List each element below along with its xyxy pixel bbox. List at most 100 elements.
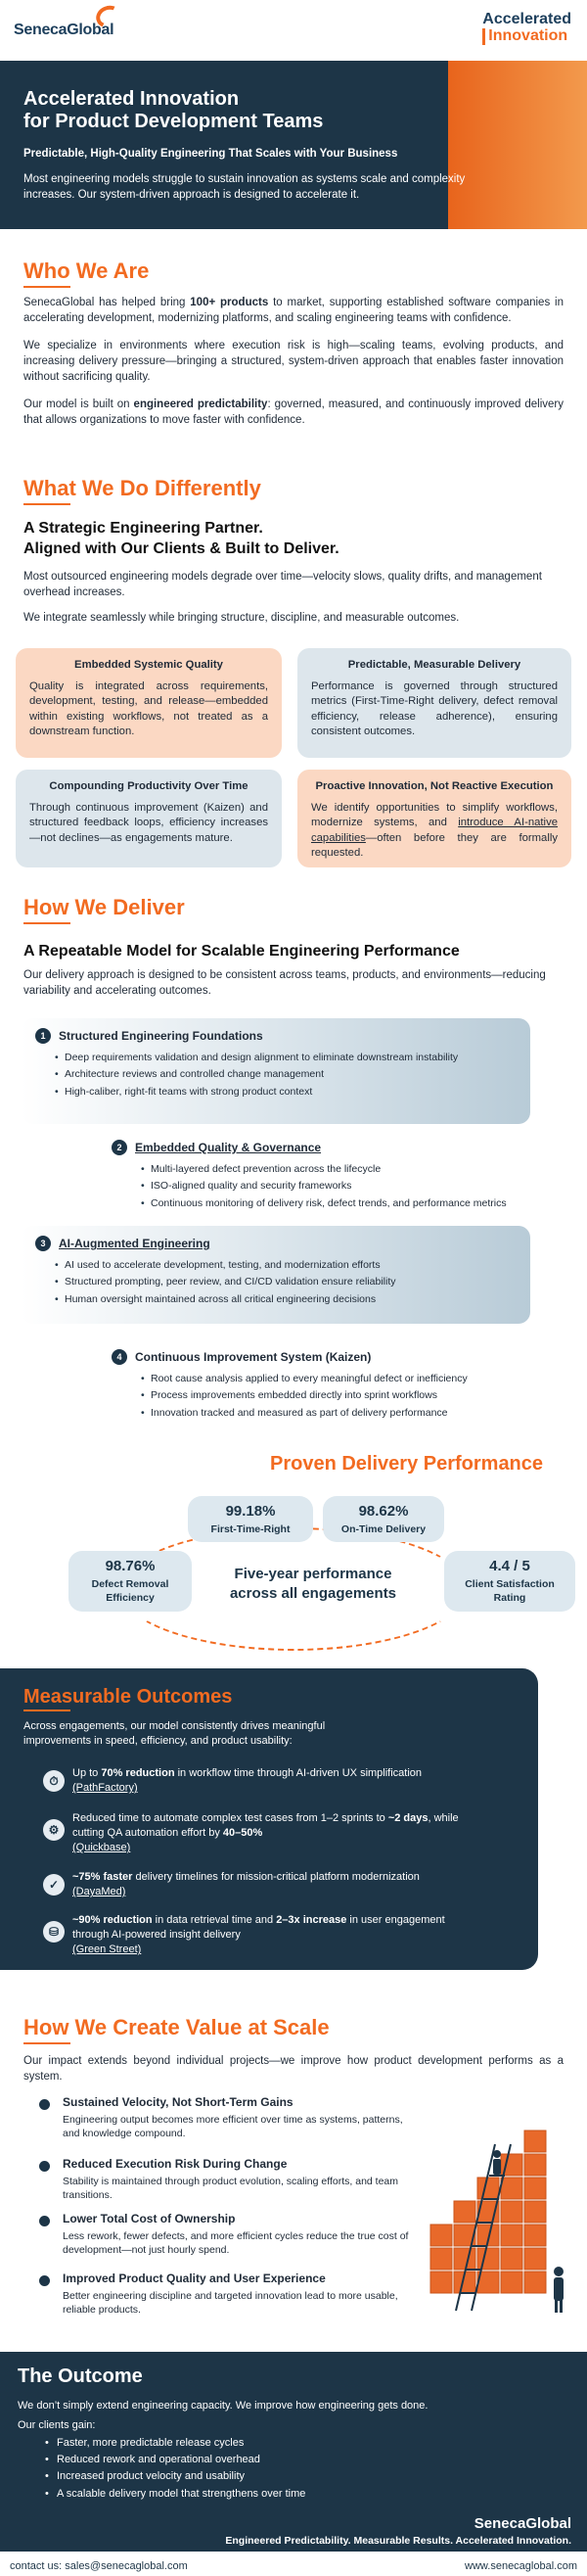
deliver-heading: A Repeatable Model for Scalable Engineer…	[23, 943, 460, 960]
card-title: Proactive Innovation, Not Reactive Execu…	[315, 780, 554, 792]
list-item: Root cause analysis applied to every mea…	[141, 1372, 571, 1386]
step-title[interactable]: Embedded Quality & Governance	[135, 1141, 322, 1154]
step-3: 3 AI-Augmented Engineering AI used to acc…	[22, 1226, 530, 1324]
timeline-icon: ✓	[43, 1874, 65, 1896]
step-list: Deep requirements validation and design …	[55, 1051, 517, 1100]
list-item-text: Faster, more predictable release cycles	[57, 2437, 245, 2449]
center-line1: Five-year performance	[234, 1566, 392, 1582]
hero-title-line1: Accelerated Innovation	[23, 88, 240, 110]
step-list: Multi-layered defect prevention across t…	[141, 1162, 571, 1211]
outcome-text: Reduced time to automate complex test ca…	[72, 1812, 388, 1824]
hero-title: Accelerated Innovation for Product Devel…	[23, 88, 564, 133]
step-1: 1 Structured Engineering Foundations Deep…	[22, 1018, 530, 1124]
who-paragraph-2: We specialize in environments where exec…	[23, 340, 564, 383]
list-item: • Faster, more predictable release cycles	[45, 2437, 245, 2449]
center-line2: across all engagements	[229, 1584, 397, 1602]
outcomes-title: Measurable Outcomes	[23, 1686, 233, 1708]
step-title[interactable]: AI-Augmented Engineering	[59, 1237, 210, 1250]
metric-defect-removal: 98.76% Defect Removal Efficiency	[68, 1551, 192, 1612]
client-link[interactable]: (Quickbase)	[72, 1842, 131, 1854]
client-link[interactable]: (Green Street)	[72, 1944, 142, 1956]
outcome-bold: 40–50%	[222, 1827, 263, 1840]
section-rule	[23, 2042, 70, 2044]
intro-line1: Across engagements, our model consistent…	[23, 1720, 326, 1732]
value-item-title: Improved Product Quality and User Experi…	[63, 2272, 326, 2285]
building-blocks-illustration	[429, 2130, 564, 2313]
hero-banner: Accelerated Innovation for Product Devel…	[0, 61, 587, 229]
who-p3-text: Our model is built on	[23, 398, 134, 410]
step-number: 2	[112, 1140, 127, 1156]
list-item-text: Reduced rework and operational overhead	[57, 2454, 260, 2466]
bullet-dot	[39, 2161, 50, 2172]
different-p2: We integrate seamlessly while bringing s…	[23, 611, 460, 624]
step-list: Root cause analysis applied to every mea…	[141, 1372, 571, 1421]
metric-first-time-right: 99.18% First-Time-Right	[188, 1496, 313, 1543]
list-item: Multi-layered defect prevention across t…	[141, 1162, 571, 1177]
list-item: Continuous monitoring of delivery risk, …	[141, 1196, 571, 1211]
section-rule	[23, 286, 70, 288]
data-icon: ⛁	[43, 1921, 65, 1943]
who-p1-rest: to market, supporting established softwa…	[23, 297, 564, 325]
value-item-text: Stability is maintained through product …	[63, 2175, 399, 2202]
the-outcome-panel: The Outcome We don’t simply extend engin…	[0, 2352, 587, 2552]
who-p1-bold: 100+ products	[190, 297, 269, 309]
list-item: Process improvements embedded directly i…	[141, 1388, 571, 1403]
outcome-item-4: ~90% reduction in data retrieval time an…	[72, 1913, 532, 1958]
performance-title: Proven Delivery Performance	[270, 1453, 544, 1475]
metric-value: 99.18%	[225, 1503, 276, 1520]
different-heading: A Strategic Engineering Partner. Aligned…	[23, 519, 564, 560]
contact-email-link[interactable]: contact us: sales@senecaglobal.com	[10, 2560, 188, 2572]
different-section: What We Do Differently A Strategic Engin…	[0, 474, 587, 627]
card-predictable-delivery: Predictable, Measurable Delivery Perform…	[297, 648, 571, 758]
value-item-4: Improved Product Quality and User Experi…	[63, 2271, 420, 2318]
outcome-bold: 70% reduction	[101, 1767, 175, 1779]
list-item: • Increased product velocity and usabilit…	[45, 2470, 245, 2483]
metric-client-satisfaction: 4.4 / 5 Client Satisfaction Rating	[444, 1551, 575, 1612]
outcome-bold: ~90% reduction	[72, 1914, 153, 1926]
hero-title-line2: for Product Development Teams	[23, 111, 324, 132]
value-item-title: Reduced Execution Risk During Change	[63, 2157, 288, 2171]
value-item-title: Lower Total Cost of Ownership	[63, 2212, 236, 2225]
card-text-post: —often before they are formally requeste…	[311, 831, 558, 860]
list-item: Architecture reviews and controlled chan…	[55, 1067, 517, 1082]
metric-label: Efficiency	[106, 1592, 155, 1605]
value-title: How We Create Value at Scale	[23, 2015, 330, 2039]
list-item: High-caliber, right-fit teams with stron…	[55, 1085, 517, 1100]
hero-subtitle: Predictable, High-Quality Engineering Th…	[23, 148, 398, 160]
value-item-1: Sustained Velocity, Not Short-Term Gains…	[63, 2094, 420, 2141]
metric-label: On-Time Delivery	[340, 1522, 427, 1535]
card-title: Compounding Productivity Over Time	[49, 780, 248, 792]
value-item-2: Reduced Execution Risk During Change Sta…	[63, 2156, 420, 2203]
who-paragraph-1: SenecaGlobal has helped bring 100+ produ…	[23, 296, 564, 327]
the-outcome-list: • Faster, more predictable release cycles…	[45, 2436, 306, 2504]
who-we-are-section: Who We Are SenecaGlobal has helped bring…	[0, 257, 587, 428]
logo[interactable]: SenecaGlobal	[14, 22, 114, 38]
intro-line2: improvements in speed, efficiency, and p…	[23, 1734, 293, 1747]
client-link[interactable]: (PathFactory)	[72, 1782, 138, 1795]
list-item: Human oversight maintained across all cr…	[55, 1292, 517, 1307]
value-section: How We Create Value at Scale Our impact …	[0, 2013, 587, 2085]
list-item: ISO-aligned quality and security framewo…	[141, 1179, 571, 1194]
ai-native-link[interactable]: introduce AI-native capabilities	[311, 817, 558, 844]
list-item: Innovation tracked and measured as part …	[141, 1406, 571, 1421]
list-item: Structured prompting, peer review, and C…	[55, 1275, 517, 1289]
bullet-dot	[39, 2275, 50, 2286]
bullet-dot	[39, 2099, 50, 2110]
outcome-bold: ~75% faster	[72, 1871, 133, 1883]
speed-icon: ⏱	[43, 1770, 65, 1792]
outcome-text: in user engagement	[346, 1914, 445, 1926]
client-link[interactable]: (DayaMed)	[72, 1886, 126, 1898]
website-link[interactable]: www.senecaglobal.com	[465, 2560, 577, 2572]
step-number: 3	[35, 1236, 51, 1252]
card-text-pre: We identify opportunities to simplify wo…	[311, 801, 558, 829]
card-proactive-innovation: Proactive Innovation, Not Reactive Execu…	[297, 770, 571, 867]
step-4: 4 Continuous Improvement System (Kaizen) …	[112, 1349, 571, 1423]
section-rule	[23, 503, 70, 505]
value-item-text: Better engineering discipline and target…	[63, 2289, 398, 2317]
list-item: • A scalable delivery model that strength…	[45, 2487, 306, 2500]
deliver-section: How We Deliver A Repeatable Model for Sc…	[0, 893, 587, 1000]
value-intro: Our impact extends beyond individual pro…	[23, 2055, 564, 2084]
metric-value: 4.4 / 5	[489, 1558, 530, 1574]
different-heading-line2: Aligned with Our Clients & Built to Deli…	[23, 540, 339, 558]
